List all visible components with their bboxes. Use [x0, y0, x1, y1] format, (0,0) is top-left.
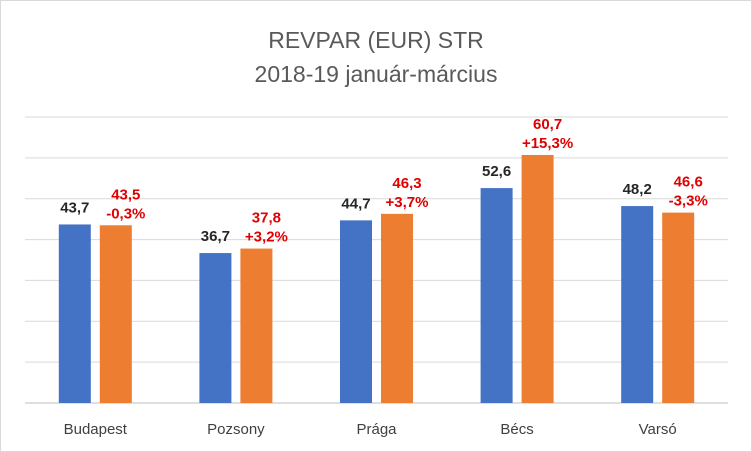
bar-2019-prága [381, 213, 413, 403]
value-label-2019: 46,3 [392, 175, 421, 192]
gridlines [25, 116, 728, 404]
bar-2018-budapest [58, 224, 91, 403]
value-labels: 43,7 43,5 -0,3% 36,7 37,8 +3,2% 44,7 46,3 +3,7% 5… [60, 116, 708, 246]
chart-title: REVPAR (EUR) STR [268, 27, 484, 53]
bar-2019-budapest [99, 225, 132, 403]
change-label: -3,3% [669, 193, 708, 210]
change-label: +3,7% [386, 194, 429, 211]
change-label: -0,3% [106, 205, 145, 222]
category-label: Bécs [500, 421, 533, 438]
category-label: Budapest [64, 421, 128, 438]
category-label: Varsó [639, 421, 677, 438]
change-label: +3,2% [245, 229, 288, 246]
category-label: Prága [356, 421, 397, 438]
value-label-2019: 46,6 [674, 174, 703, 191]
value-label-2018: 36,7 [201, 228, 230, 245]
value-label-2018: 48,2 [623, 181, 652, 198]
value-label-2018: 44,7 [341, 195, 370, 212]
value-label-2019: 43,5 [111, 186, 140, 203]
bar-2019-varsó [662, 212, 695, 403]
bar-2019-pozsony [240, 248, 273, 403]
bar-2018-pozsony [199, 253, 232, 403]
category-label: Pozsony [207, 421, 265, 438]
change-label: +15,3% [522, 135, 573, 152]
bar-2018-bécs [480, 188, 513, 403]
value-label-2018: 43,7 [60, 199, 89, 216]
bar-2019-bécs [521, 154, 554, 403]
bar-2018-varsó [621, 206, 654, 403]
value-label-2019: 60,7 [533, 116, 562, 133]
value-label-2019: 37,8 [252, 210, 281, 227]
bar-2018-prága [340, 220, 372, 403]
chart-subtitle: 2018-19 január-március [255, 61, 498, 87]
bars [58, 154, 695, 403]
value-label-2018: 52,6 [482, 163, 511, 180]
category-labels: Budapest Pozsony Prága Bécs Varsó [64, 421, 677, 438]
